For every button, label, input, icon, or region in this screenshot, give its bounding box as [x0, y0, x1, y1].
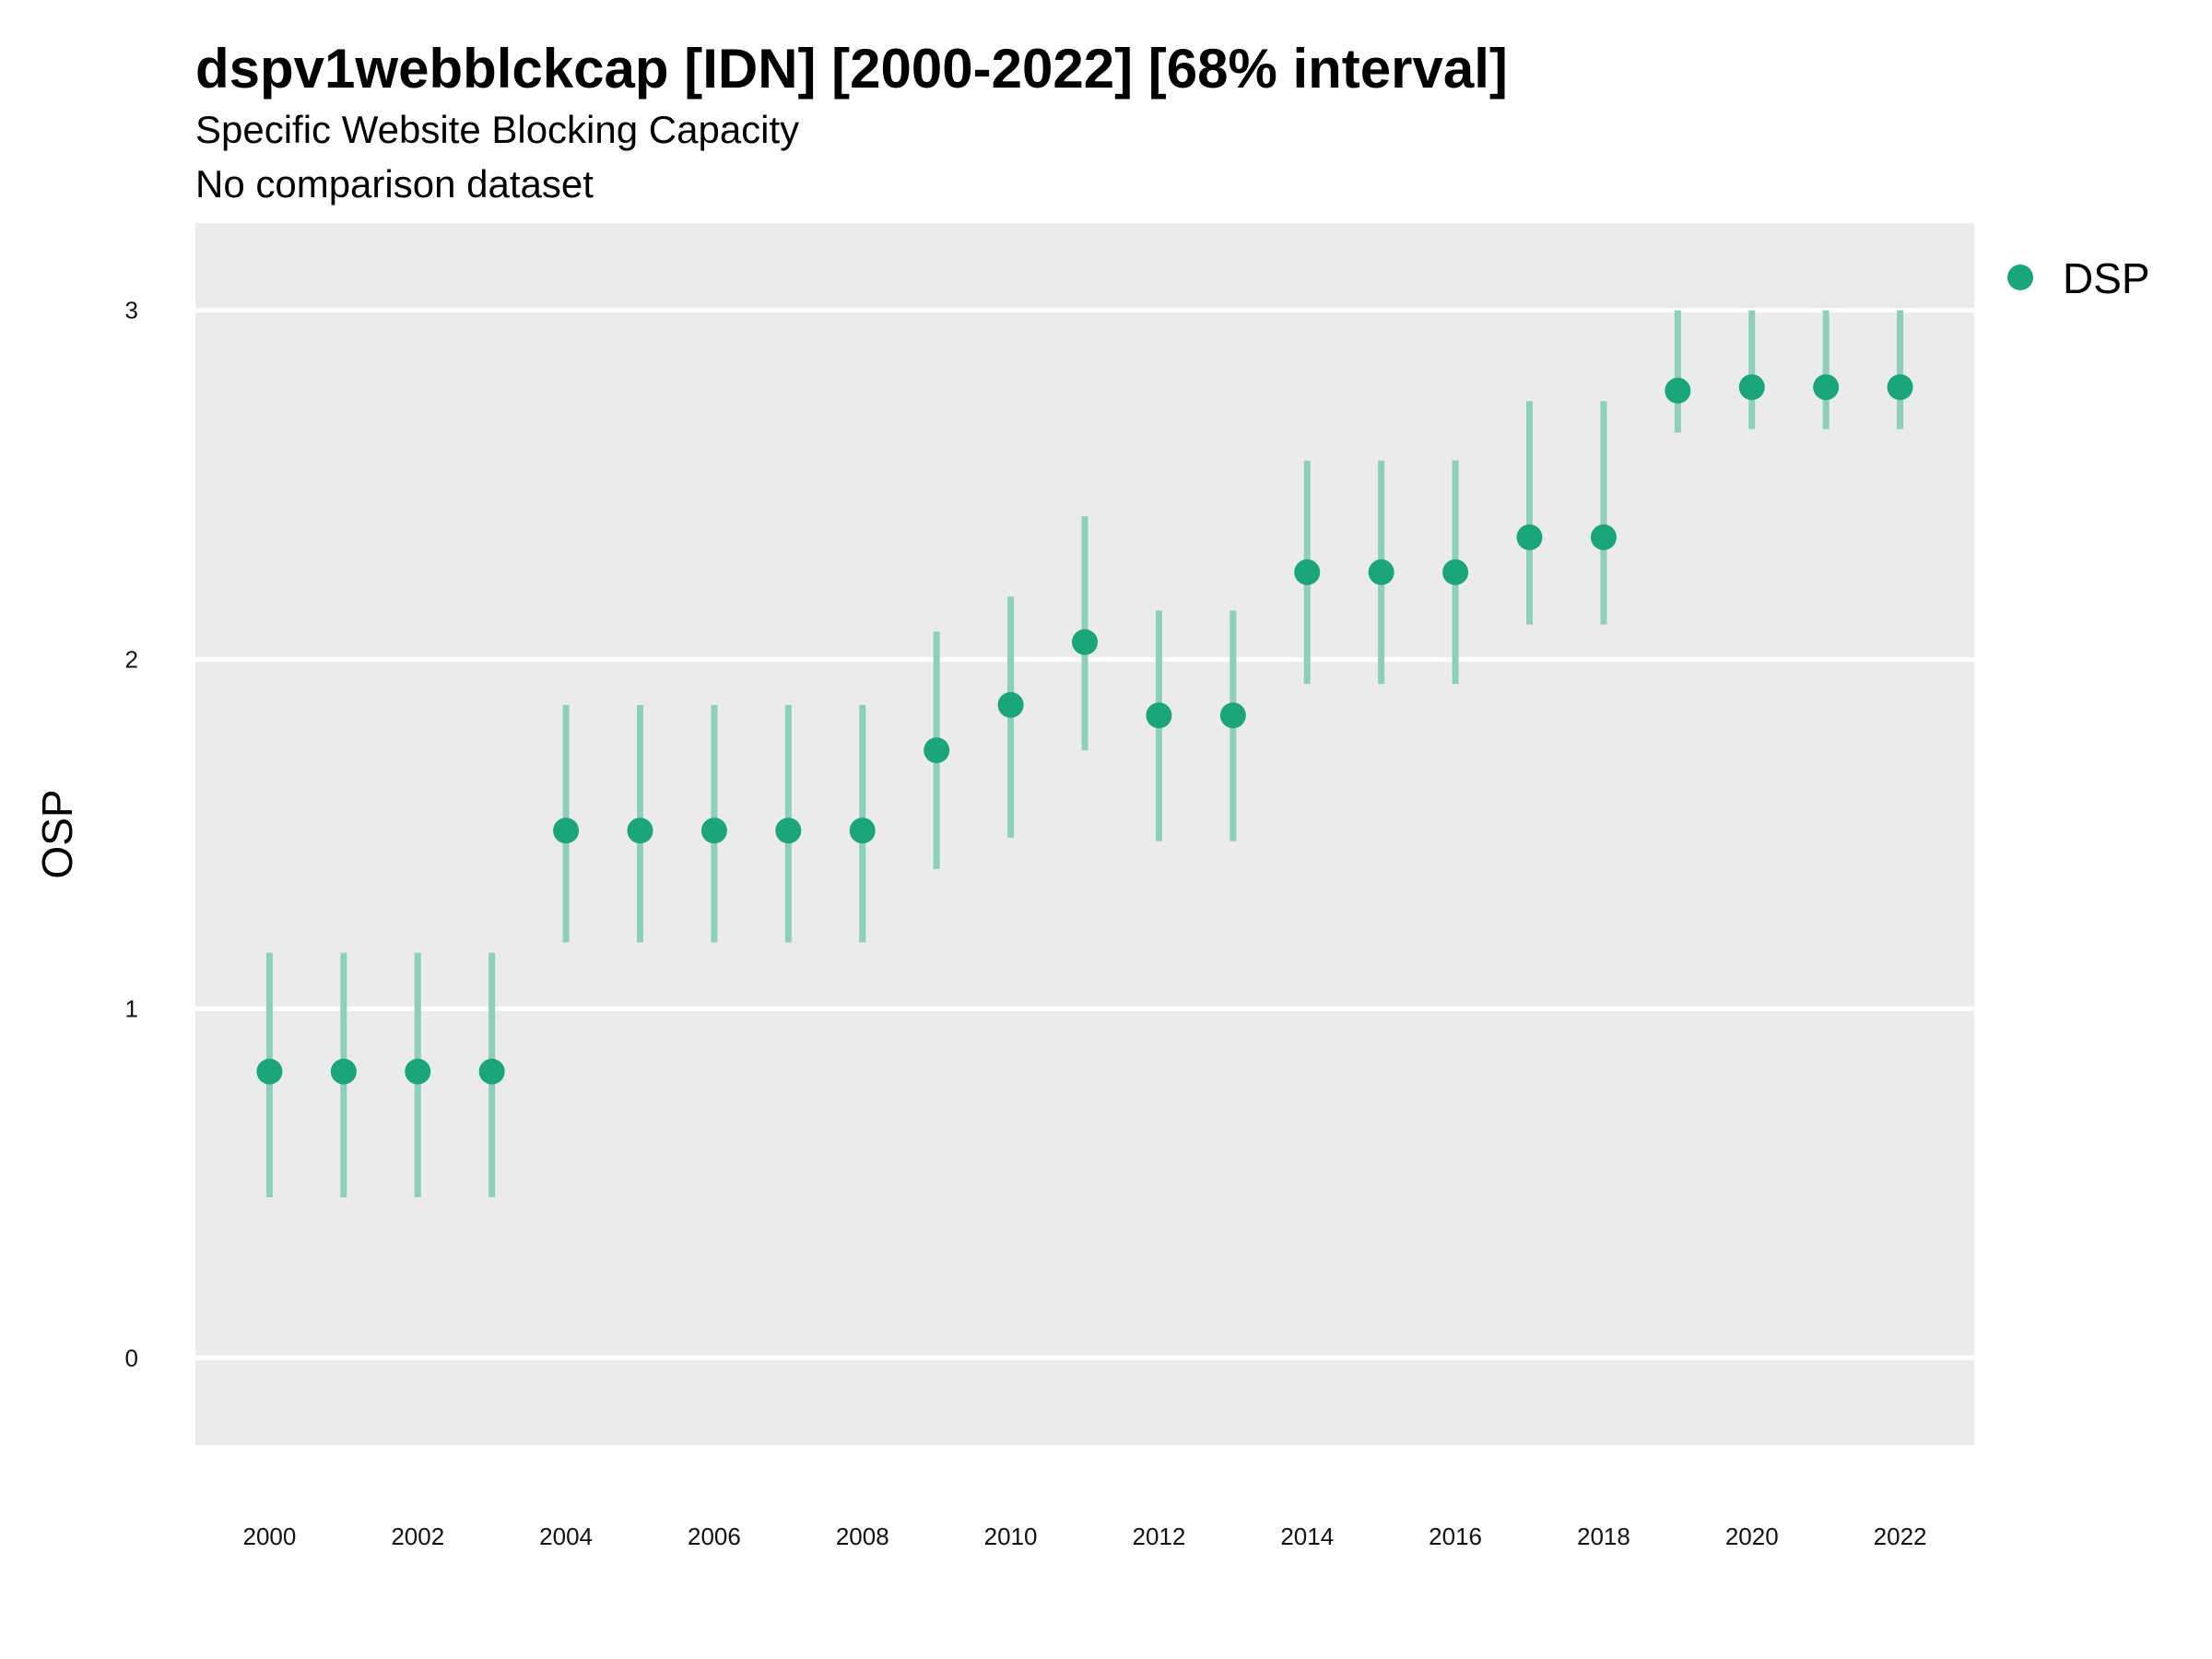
x-tick-2008: 2008 [836, 1523, 889, 1550]
legend-label-dsp: DSP [2063, 254, 2150, 302]
point-2012 [1146, 702, 1172, 729]
x-tick-labels: 2000 2002 2004 2006 2008 2010 2012 2014 2016 2018… [242, 1523, 1926, 1550]
y-tick-0: 0 [125, 1344, 138, 1371]
x-tick-2016: 2016 [1429, 1523, 1482, 1550]
point-2022 [1887, 374, 1913, 401]
point-2009 [924, 737, 950, 764]
point-2008 [849, 818, 876, 844]
x-tick-2020: 2020 [1725, 1523, 1779, 1550]
x-tick-2010: 2010 [984, 1523, 1038, 1550]
chart-subtitle: Specific Website Blocking Capacity [195, 108, 799, 151]
chart-title: dspv1webblckcap [IDN] [2000-2022] [68% i… [195, 38, 1508, 100]
point-2020 [1738, 374, 1765, 401]
point-2015 [1368, 559, 1394, 585]
y-tick-labels: 0 1 2 3 [125, 297, 138, 1372]
x-tick-2004: 2004 [539, 1523, 593, 1550]
y-tick-1: 1 [125, 994, 138, 1022]
chart-caption: No comparison dataset [195, 162, 594, 206]
x-tick-2006: 2006 [688, 1523, 741, 1550]
point-2003 [478, 1058, 505, 1085]
point-2006 [700, 818, 727, 844]
point-2013 [1219, 702, 1246, 729]
x-tick-2012: 2012 [1132, 1523, 1185, 1550]
point-2011 [1072, 629, 1098, 655]
y-tick-3: 3 [125, 297, 138, 324]
y-axis-label: OSP [33, 789, 81, 878]
point-2019 [1665, 377, 1691, 404]
point-2007 [775, 818, 802, 844]
legend-swatch-dsp [2007, 265, 2033, 290]
x-tick-2000: 2000 [242, 1523, 296, 1550]
x-tick-2022: 2022 [1874, 1523, 1927, 1550]
legend: DSP [2007, 254, 2150, 302]
y-tick-2: 2 [125, 646, 138, 674]
grid-lines [157, 308, 1974, 1360]
point-2005 [627, 818, 653, 844]
x-tick-2002: 2002 [391, 1523, 444, 1550]
point-2001 [330, 1058, 357, 1085]
point-2014 [1294, 559, 1321, 585]
point-2002 [405, 1058, 431, 1085]
point-2021 [1813, 374, 1840, 401]
point-2017 [1516, 524, 1543, 550]
x-tick-2018: 2018 [1577, 1523, 1630, 1550]
point-2000 [256, 1058, 283, 1085]
plot-panel [195, 223, 1974, 1445]
point-2018 [1590, 524, 1617, 550]
point-2016 [1442, 559, 1469, 585]
x-tick-2014: 2014 [1280, 1523, 1334, 1550]
data-points [256, 374, 1913, 1085]
point-2010 [997, 691, 1024, 718]
point-2004 [553, 818, 580, 844]
